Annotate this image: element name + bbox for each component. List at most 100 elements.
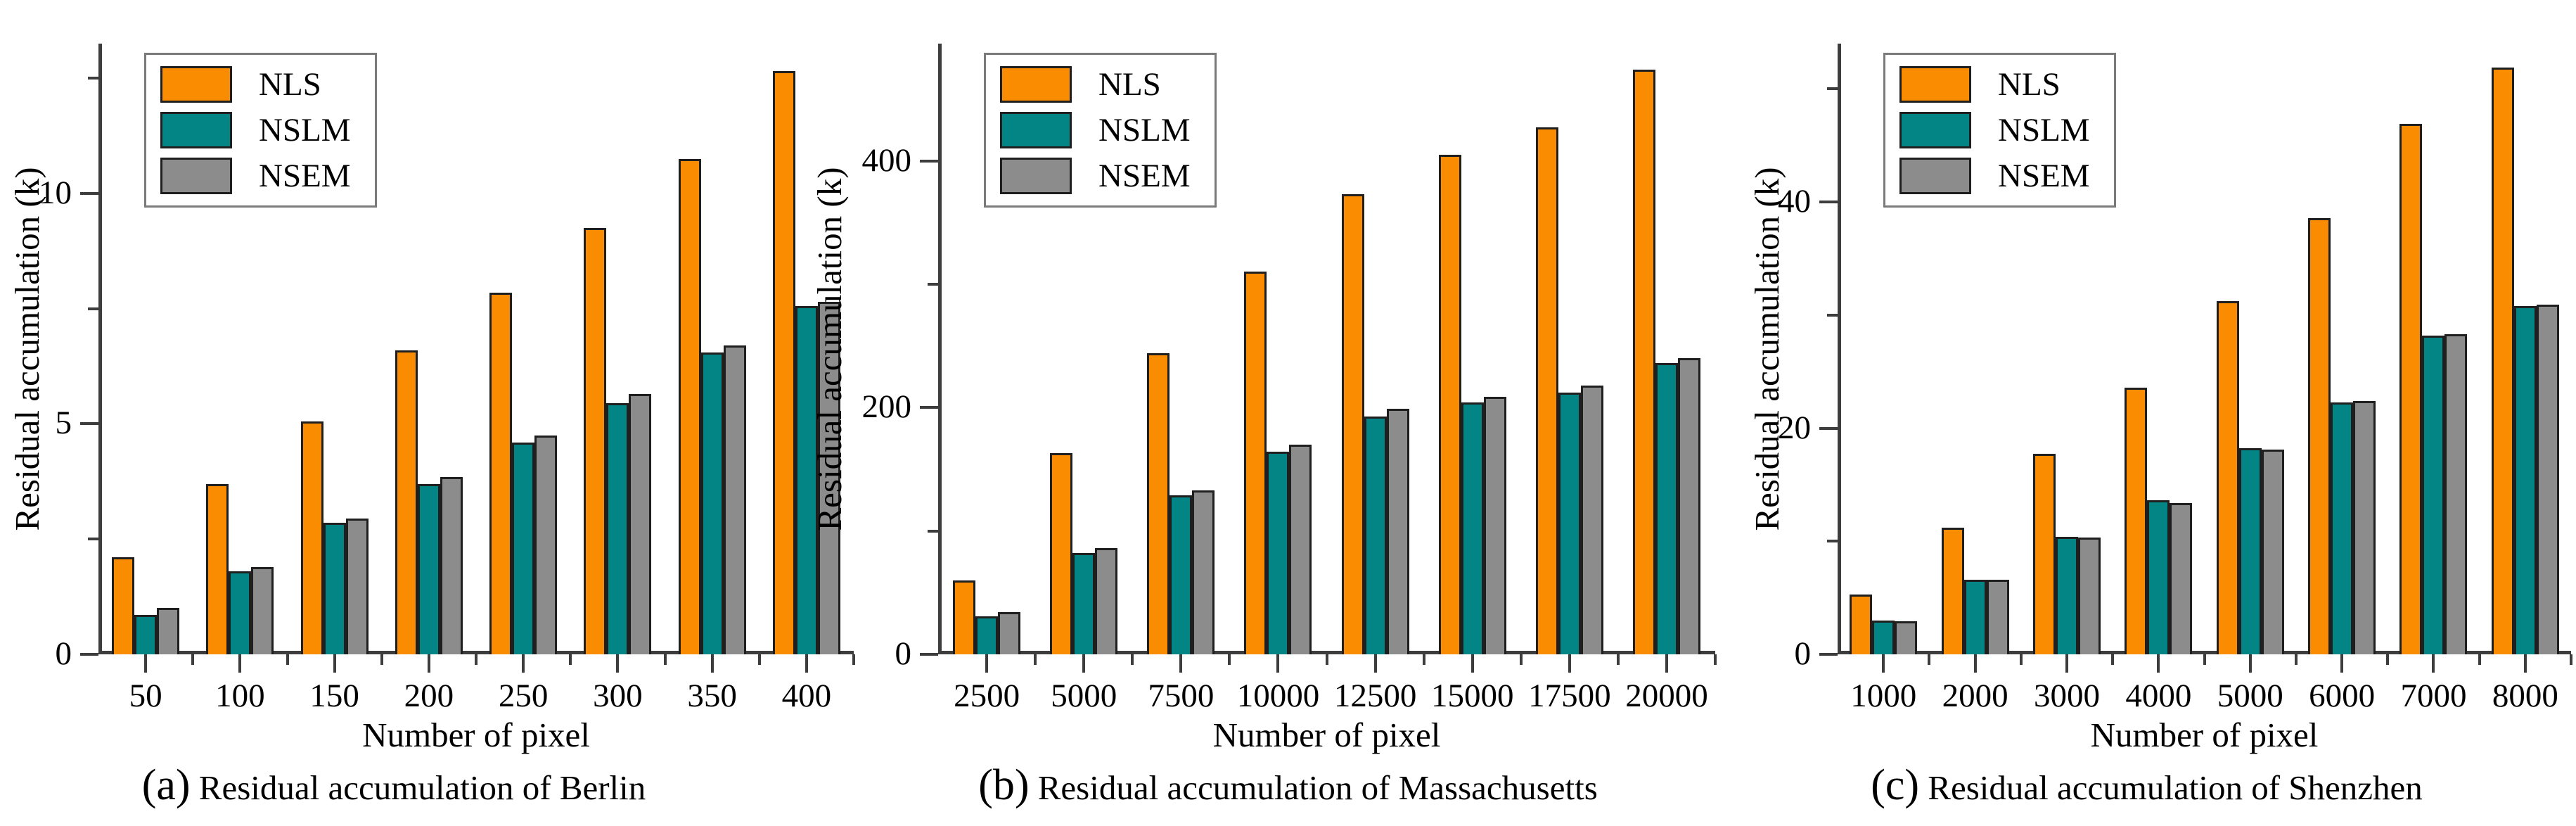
- x-major-tick: [2432, 654, 2435, 673]
- bar-nls-2500: [953, 580, 975, 654]
- x-minor-tick: [663, 654, 667, 665]
- y-major-tick: [920, 159, 938, 163]
- y-major-tick: [80, 422, 98, 426]
- bar-nls-250: [489, 293, 512, 654]
- x-tick-label: 8000: [2492, 678, 2558, 714]
- x-major-tick: [805, 654, 808, 673]
- bar-nls-50: [112, 557, 134, 654]
- legend-label-nsem: NSEM: [1998, 157, 2090, 194]
- y-major-tick: [80, 653, 98, 656]
- x-minor-tick: [1228, 654, 1231, 665]
- x-major-tick: [1373, 654, 1377, 673]
- x-minor-tick: [1034, 654, 1037, 665]
- x-tick-label: 17500: [1528, 678, 1611, 714]
- legend-label-nslm: NSLM: [1098, 111, 1191, 148]
- legend-swatch-nsem: [1899, 158, 1971, 194]
- x-minor-tick: [475, 654, 478, 665]
- legend-label-nslm: NSLM: [1998, 111, 2090, 148]
- y-axis-title: Residual accumulation (k): [1748, 167, 1786, 531]
- caption-text: Residual accumulation of Berlin: [198, 768, 646, 807]
- y-major-tick: [80, 191, 98, 195]
- bar-nslm-400: [795, 306, 818, 654]
- bar-nsem-1000: [1895, 621, 1917, 654]
- legend-item-nls: NLS: [160, 66, 351, 103]
- y-minor-tick: [1827, 87, 1838, 91]
- x-major-tick: [1082, 654, 1086, 673]
- x-tick-label: 2500: [954, 678, 1020, 714]
- bar-nsem-300: [629, 394, 651, 654]
- legend: NLS NSLM NSEM: [1883, 53, 2116, 208]
- x-major-tick: [1470, 654, 1474, 673]
- bar-nsem-8000: [2537, 305, 2559, 654]
- x-tick-label: 5000: [1051, 678, 1117, 714]
- bar-nls-4000: [2125, 388, 2147, 654]
- bar-nslm-150: [323, 523, 346, 654]
- y-axis-title: Residual accumulation (k): [8, 167, 46, 531]
- x-major-tick: [710, 654, 714, 673]
- legend-swatch-nslm: [1899, 112, 1971, 148]
- y-minor-tick: [88, 307, 98, 310]
- legend-item-nls: NLS: [1000, 66, 1191, 103]
- y-major-tick: [1819, 201, 1838, 204]
- x-major-tick: [333, 654, 336, 673]
- bar-nslm-300: [606, 403, 629, 654]
- bar-nls-7000: [2399, 124, 2422, 654]
- bar-nslm-350: [701, 352, 724, 654]
- x-tick-label: 10000: [1236, 678, 1320, 714]
- legend: NLS NSLM NSEM: [984, 53, 1217, 208]
- x-tick-label: 7500: [1148, 678, 1215, 714]
- legend-swatch-nls: [1899, 66, 1971, 103]
- bar-nsem-2500: [998, 612, 1020, 654]
- bar-nslm-20000: [1655, 363, 1678, 654]
- y-minor-tick: [88, 77, 98, 80]
- x-major-tick: [2248, 654, 2252, 673]
- x-major-tick: [2340, 654, 2344, 673]
- bar-nslm-12500: [1364, 417, 1387, 654]
- bar-nls-17500: [1536, 127, 1558, 654]
- y-axis-title: Residual accumulation (k): [810, 167, 849, 531]
- y-tick-label: 0: [1794, 635, 1812, 672]
- x-minor-tick: [1928, 654, 1931, 665]
- x-major-tick: [144, 654, 148, 673]
- caption: (c) Residual accumulation of Shenzhen: [1717, 763, 2576, 809]
- x-axis-title: Number of pixel: [2090, 716, 2319, 754]
- bar-nsem-350: [724, 345, 746, 654]
- x-minor-tick: [286, 654, 289, 665]
- x-minor-tick: [2570, 654, 2572, 665]
- bar-nsem-200: [440, 477, 463, 654]
- bar-nsem-15000: [1484, 397, 1506, 654]
- x-minor-tick: [1422, 654, 1425, 665]
- bar-nls-400: [773, 71, 795, 654]
- bar-nslm-100: [229, 571, 251, 654]
- x-minor-tick: [1519, 654, 1523, 665]
- plot-area: [938, 44, 1715, 654]
- bar-nls-100: [206, 484, 229, 654]
- plot-area: [98, 44, 854, 654]
- bar-nslm-5000: [2239, 448, 2262, 654]
- bar-nslm-10000: [1267, 452, 1289, 654]
- x-tick-label: 7000: [2400, 678, 2467, 714]
- caption-text: Residual accumulation of Massachusetts: [1037, 768, 1598, 807]
- bar-nls-200: [395, 350, 418, 654]
- bar-nslm-17500: [1558, 393, 1581, 654]
- bar-nls-15000: [1439, 155, 1461, 654]
- x-minor-tick: [1325, 654, 1328, 665]
- bar-nls-20000: [1633, 70, 1655, 654]
- y-tick-label: 200: [861, 388, 912, 426]
- chart-panel-berlin: Residual accumulation (k) NLS NSLM NSEM …: [0, 0, 859, 826]
- bar-nsem-6000: [2353, 401, 2376, 654]
- bar-nslm-7000: [2422, 336, 2444, 654]
- y-major-tick: [1819, 426, 1838, 430]
- caption: (b) Residual accumulation of Massachuset…: [859, 763, 1717, 809]
- bar-nsem-12500: [1387, 409, 1409, 654]
- legend-item-nslm: NSLM: [1899, 112, 2090, 148]
- legend-swatch-nslm: [160, 112, 232, 148]
- x-major-tick: [985, 654, 989, 673]
- bar-nslm-15000: [1461, 402, 1484, 654]
- legend-swatch-nsem: [1000, 158, 1072, 194]
- x-major-tick: [427, 654, 430, 673]
- x-minor-tick: [380, 654, 383, 665]
- x-tick-label: 4000: [2125, 678, 2192, 714]
- x-major-tick: [1276, 654, 1280, 673]
- legend-swatch-nls: [1000, 66, 1072, 103]
